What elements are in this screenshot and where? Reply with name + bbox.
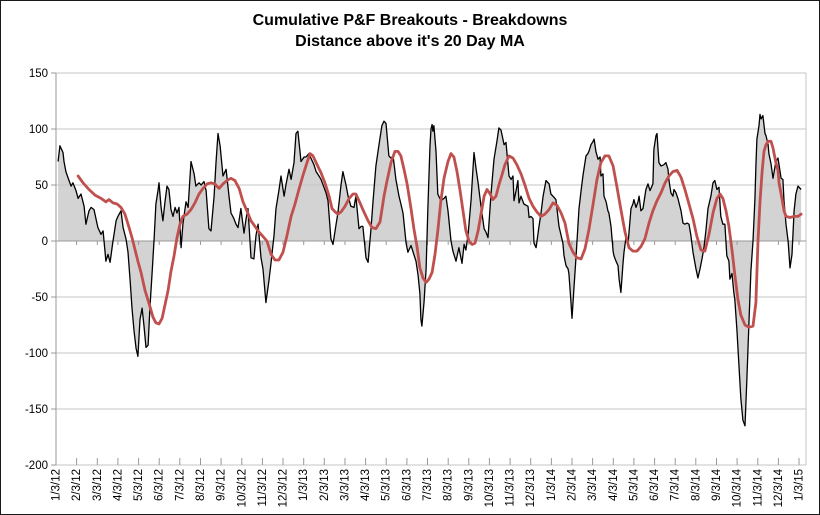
- x-axis-label: 4/3/13: [360, 469, 372, 501]
- x-axis-label: 1/3/15: [794, 469, 806, 501]
- x-axis-label: 9/3/14: [711, 468, 723, 501]
- y-axis-label: 50: [35, 180, 48, 192]
- x-axis-label: 10/3/12: [236, 469, 248, 507]
- x-axis-label: 1/3/13: [298, 469, 310, 501]
- x-axis-label: 7/3/14: [670, 468, 682, 501]
- chart-title: Cumulative P&F Breakouts - Breakdowns Di…: [1, 10, 819, 52]
- x-axis-label: 2/3/13: [319, 469, 331, 501]
- x-axis-label: 6/3/12: [154, 469, 166, 501]
- x-axis-label: 7/3/13: [422, 469, 434, 501]
- x-axis-label: 8/3/13: [443, 469, 455, 501]
- x-axis-label: 11/3/12: [257, 469, 269, 507]
- x-axis-label: 2/3/14: [567, 468, 579, 501]
- breakouts-line: [57, 113, 802, 427]
- x-axis-label: 11/3/13: [505, 469, 517, 507]
- y-axis-label: 0: [42, 236, 48, 248]
- x-axis-label: 2/3/12: [71, 469, 83, 501]
- x-axis-label: 5/3/13: [381, 469, 393, 501]
- x-axis-label: 11/3/14: [752, 468, 764, 506]
- y-axis-label: -50: [31, 292, 48, 304]
- ma20-line: [76, 139, 803, 329]
- y-axis-label: -200: [25, 460, 48, 472]
- x-axis-label: 8/3/14: [690, 468, 702, 501]
- x-axis-label: 7/3/12: [174, 469, 186, 501]
- x-axis-label: 6/3/13: [401, 469, 413, 501]
- y-axis-label: -150: [25, 404, 48, 416]
- x-axis-label: 6/3/14: [649, 468, 661, 501]
- x-axis-label: 5/3/14: [628, 468, 640, 501]
- x-axis-label: 4/3/14: [608, 468, 620, 501]
- x-axis-label: 12/3/13: [525, 469, 537, 507]
- x-axis-label: 9/3/13: [463, 469, 475, 501]
- x-axis-label: 8/3/12: [195, 469, 207, 501]
- x-axis-label: 5/3/12: [133, 469, 145, 501]
- x-axis-label: 1/3/14: [546, 468, 558, 501]
- x-axis-label: 1/3/12: [51, 469, 63, 501]
- x-axis-label: 9/3/12: [216, 469, 228, 501]
- chart-title-line1: Cumulative P&F Breakouts - Breakdowns: [252, 12, 568, 29]
- x-axis-label: 4/3/12: [112, 469, 124, 501]
- x-axis-label: 3/3/14: [587, 468, 599, 501]
- y-axis-label: -100: [25, 348, 48, 360]
- area-series-fill: [58, 114, 802, 426]
- x-axis-label: 12/3/12: [278, 469, 290, 507]
- x-axis-label: 3/3/12: [92, 469, 104, 501]
- y-axis-label: 100: [29, 124, 48, 136]
- chart-title-line2: Distance above it's 20 Day MA: [295, 33, 525, 50]
- x-axis-label: 3/3/13: [340, 469, 352, 501]
- x-axis-label: 10/3/13: [484, 469, 496, 507]
- x-axis-label: 12/3/14: [773, 468, 785, 507]
- x-axis-label: 10/3/14: [732, 468, 744, 507]
- y-axis-label: 150: [29, 68, 48, 80]
